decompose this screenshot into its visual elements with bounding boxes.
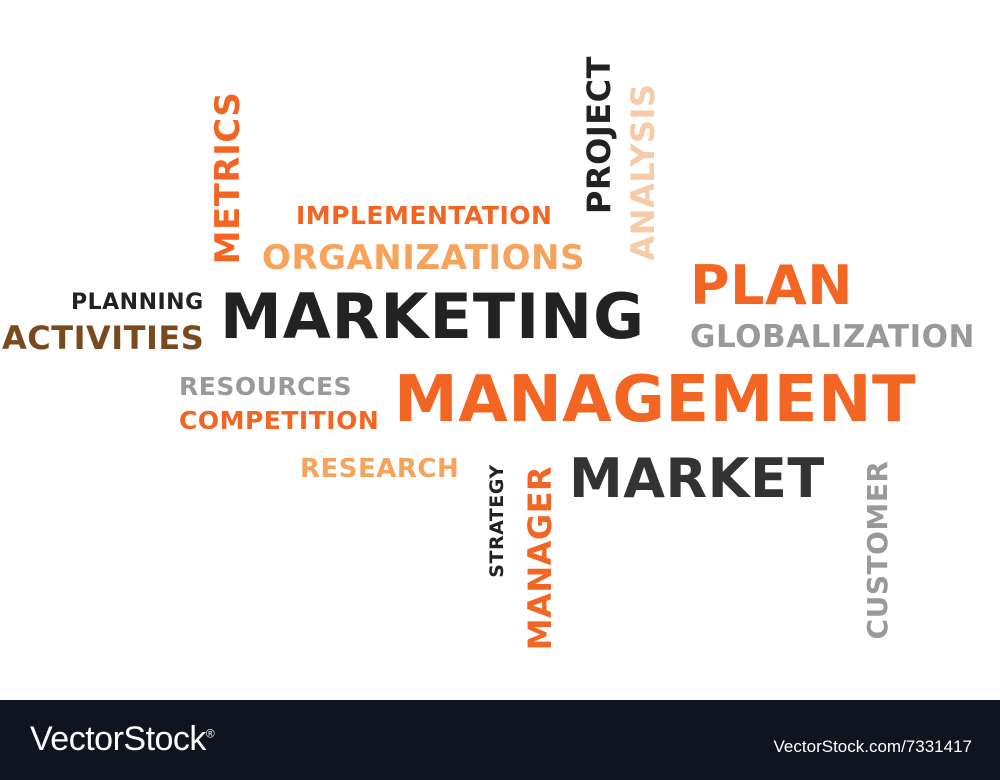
word-analysis: ANALYSIS — [624, 83, 662, 261]
word-cloud: METRICS PROJECT ANALYSIS STRATEGY MANAGE… — [2, 56, 975, 651]
word-manager: MANAGER — [521, 465, 559, 651]
vectorstock-logo: VectorStock® — [30, 720, 215, 759]
word-activities: ACTIVITIES — [2, 319, 205, 357]
word-metrics: METRICS — [208, 91, 248, 265]
trademark-symbol: ® — [205, 726, 215, 741]
word-marketing: MARKETING — [220, 280, 645, 353]
word-resources: RESOURCES — [179, 372, 353, 401]
word-planning: PLANNING — [71, 290, 204, 315]
word-implementation: IMPLEMENTATION — [296, 201, 553, 230]
word-plan: PLAN — [690, 254, 853, 317]
word-research: RESEARCH — [300, 454, 460, 484]
word-globalization: GLOBALIZATION — [690, 319, 975, 355]
brand-name: VectorStock — [30, 720, 206, 758]
image-id-text[interactable]: VectorStock.com/7331417 — [773, 737, 972, 756]
word-market: MARKET — [569, 447, 825, 510]
footer-bar: VectorStock® VectorStock.com/7331417 — [0, 700, 1000, 780]
word-project: PROJECT — [580, 56, 618, 214]
word-management: MANAGEMENT — [394, 363, 917, 437]
word-customer: CUSTOMER — [861, 460, 894, 640]
word-organizations: ORGANIZATIONS — [262, 238, 585, 278]
word-strategy: STRATEGY — [486, 464, 508, 578]
word-competition: COMPETITION — [179, 406, 380, 435]
